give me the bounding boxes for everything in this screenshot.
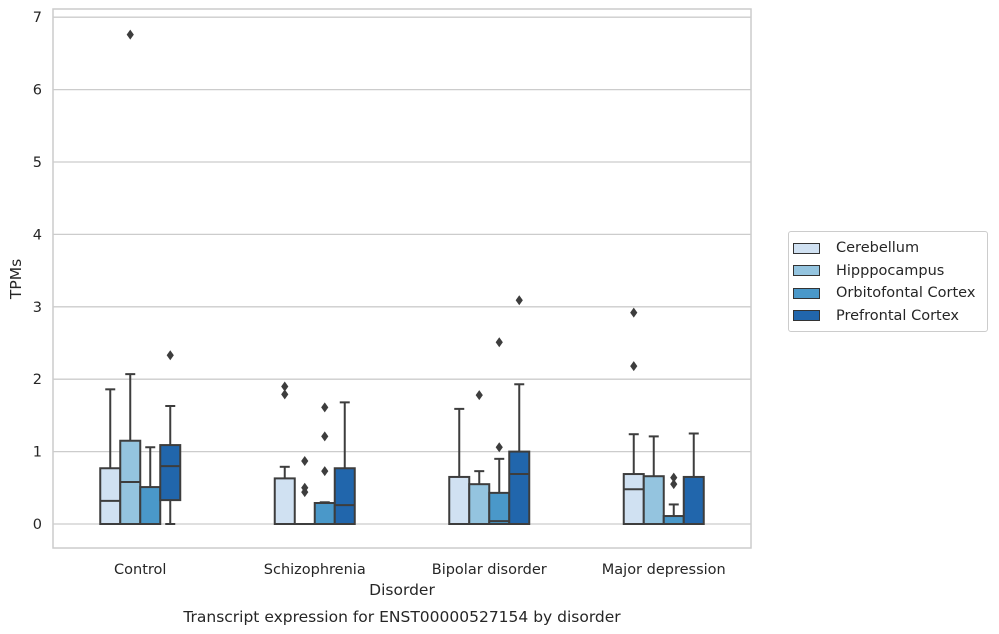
box-group xyxy=(139,446,162,525)
box-group xyxy=(488,337,511,526)
box-group xyxy=(468,390,491,525)
y-axis-title: TPMs xyxy=(7,259,25,300)
y-tick-label: 3 xyxy=(33,300,42,316)
outlier-point xyxy=(126,29,134,40)
outlier-point xyxy=(166,350,174,361)
box xyxy=(273,477,296,525)
box-group xyxy=(662,472,685,526)
outlier-point xyxy=(281,389,289,400)
legend-swatch xyxy=(793,265,820,277)
outlier-point xyxy=(475,390,483,401)
box xyxy=(99,467,122,526)
outlier-point xyxy=(281,381,289,392)
outlier-point xyxy=(321,431,329,442)
box-group xyxy=(313,402,336,525)
box xyxy=(159,444,182,502)
box-group xyxy=(682,432,705,526)
legend-swatch xyxy=(793,310,820,322)
box xyxy=(468,483,491,525)
outlier-point xyxy=(495,337,503,348)
y-tick-label: 5 xyxy=(33,155,42,171)
legend-item: Prefrontal Cortex xyxy=(789,305,987,328)
x-tick-label: Schizophrenia xyxy=(264,562,366,578)
legend: Cerebellum Hipppocampus Orbitofontal Corte… xyxy=(788,231,988,332)
legend-swatch xyxy=(793,287,820,299)
box-group xyxy=(119,29,142,525)
box xyxy=(662,515,685,526)
box xyxy=(508,450,531,526)
y-tick-label: 0 xyxy=(33,517,42,533)
outlier-point xyxy=(670,479,678,490)
outlier-point xyxy=(321,402,329,413)
legend-item: Orbitofontal Cortex xyxy=(789,282,987,305)
box-group xyxy=(293,456,316,526)
box-group xyxy=(622,307,645,526)
plot-area-frame xyxy=(52,8,752,549)
x-axis-ticks: Control Schizophrenia Bipolar disorder Majo… xyxy=(114,562,726,578)
x-tick-label: Bipolar disorder xyxy=(432,562,547,578)
box xyxy=(622,473,645,526)
y-tick-label: 2 xyxy=(33,372,42,388)
y-axis-ticks: 0 1 2 3 4 5 6 7 xyxy=(33,10,42,533)
x-tick-label: Control xyxy=(114,562,166,578)
y-tick-label: 4 xyxy=(33,227,42,243)
legend-item: Hipppocampus xyxy=(789,260,987,283)
outlier-point xyxy=(301,456,309,467)
outlier-point xyxy=(670,472,678,483)
outlier-point xyxy=(495,442,503,453)
box-group xyxy=(99,388,122,526)
outlier-point xyxy=(301,482,309,493)
outlier-point xyxy=(515,295,523,306)
box-group xyxy=(448,407,471,526)
y-tick-label: 6 xyxy=(33,83,42,99)
legend-item: Cerebellum xyxy=(789,237,987,260)
y-tick-label: 1 xyxy=(33,445,42,461)
legend-label: Prefrontal Cortex xyxy=(836,307,959,324)
x-tick-label: Major depression xyxy=(602,562,726,578)
box xyxy=(448,475,471,526)
box xyxy=(139,486,162,525)
grid-lines xyxy=(53,16,751,525)
box xyxy=(313,502,336,525)
x-axis-title: Disorder xyxy=(369,581,435,599)
legend-label: Cerebellum xyxy=(836,240,920,257)
box xyxy=(642,475,665,526)
outlier-point xyxy=(630,307,638,318)
outlier-point xyxy=(321,466,329,477)
box xyxy=(488,491,511,526)
legend-swatch xyxy=(793,242,820,254)
box-group xyxy=(159,350,182,525)
box-group xyxy=(508,295,531,526)
box-group xyxy=(642,435,665,526)
box-group xyxy=(273,381,296,525)
chart-title: Transcript expression for ENST0000052715… xyxy=(182,608,621,626)
outlier-point xyxy=(630,361,638,372)
box-plot-marks xyxy=(99,29,705,526)
box xyxy=(333,467,356,526)
y-tick-label: 7 xyxy=(33,10,42,26)
legend-label: Orbitofontal Cortex xyxy=(836,285,976,302)
legend-label: Hipppocampus xyxy=(836,262,945,279)
box-group xyxy=(333,401,356,526)
box xyxy=(682,475,705,526)
